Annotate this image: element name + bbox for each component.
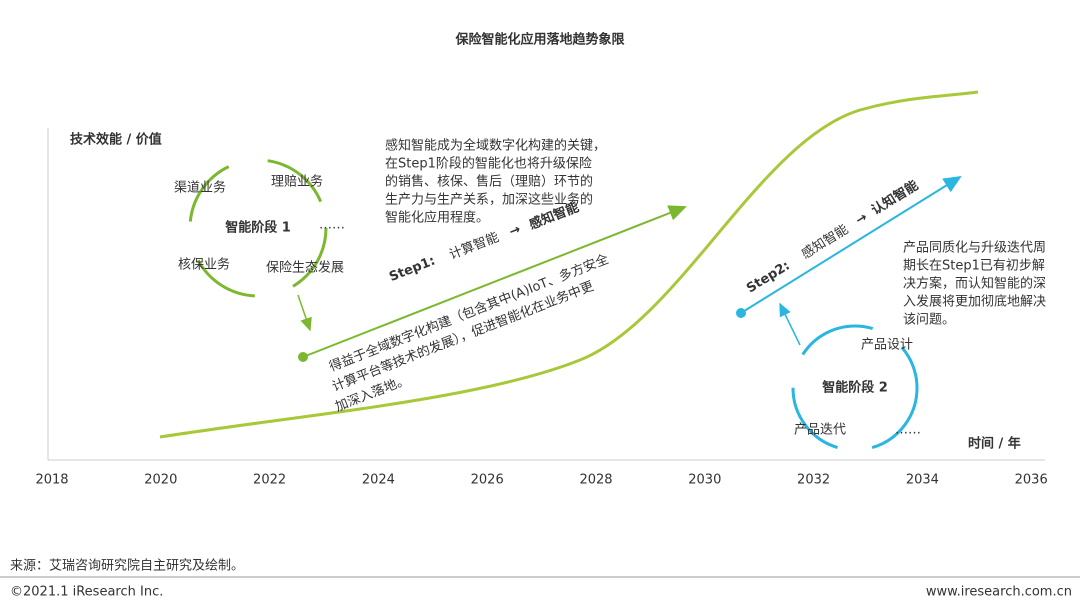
stage1-item: 保险生态发展 — [266, 260, 344, 276]
x-tick-label: 2030 — [688, 473, 721, 488]
x-tick-label: 2026 — [471, 473, 504, 488]
step1-arrow-text: → — [507, 222, 523, 240]
arrow — [779, 302, 801, 346]
step1-arrow — [302, 205, 687, 358]
right-note: 期长在Step1已有初步解 — [903, 259, 1045, 274]
arrow — [297, 294, 312, 332]
step2-arrow — [740, 175, 962, 314]
x-axis-label: 时间 / 年 — [968, 436, 1021, 452]
x-tick-label: 2020 — [144, 473, 177, 488]
y-axis-label: 技术效能 / 价值 — [70, 132, 162, 148]
step2-from: 感知智能 — [799, 221, 852, 262]
x-tick-label: 2034 — [906, 473, 939, 488]
copyright: ©2021.1 iResearch Inc. — [10, 585, 163, 600]
stage1-label: 智能阶段 1 — [225, 220, 291, 236]
step1-note: 计算平台等技术的发展），促进智能化在业务中更 — [330, 278, 596, 395]
top-note: 感知智能成为全域数字化构建的关键， — [385, 138, 606, 154]
x-tick-label: 2028 — [579, 473, 612, 488]
step1-prefix: Step1: — [387, 254, 437, 285]
top-note: 生产力与生产关系，加深这些业务的 — [385, 192, 593, 208]
right-note: 决方案，而认知智能的深 — [903, 276, 1046, 292]
top-note: 的销售、核保、售后（理赔）环节的 — [385, 174, 593, 190]
top-note: 智能化应用程度。 — [385, 210, 489, 226]
right-note: 该问题。 — [903, 313, 955, 328]
source: 来源：艾瑞咨询研究院自主研究及绘制。 — [10, 559, 244, 574]
stage1-item: …… — [319, 218, 345, 233]
stage2-item: 产品设计 — [861, 338, 913, 353]
x-tick-label: 2022 — [253, 473, 286, 488]
stage2-ring — [791, 324, 919, 452]
x-tick-label: 2036 — [1015, 473, 1048, 488]
stage2-item: 产品迭代 — [794, 423, 846, 438]
step2-to: 认知智能 — [869, 177, 922, 218]
trend-curve — [159, 90, 979, 439]
step2-prefix: Step2: — [744, 258, 793, 296]
stage1-item: 理赔业务 — [271, 174, 323, 190]
step1-from: 计算智能 — [447, 230, 501, 263]
stage2-item: …… — [895, 423, 921, 438]
top-note: 在Step1阶段的智能化也将升级保险 — [385, 156, 592, 172]
stage2-label: 智能阶段 2 — [822, 380, 888, 396]
title: 保险智能化应用落地趋势象限 — [454, 32, 625, 48]
x-tick-label: 2024 — [362, 473, 395, 488]
x-tick-label: 2018 — [35, 473, 68, 488]
stage1-item: 渠道业务 — [174, 180, 226, 196]
step2-arrow-text: → — [853, 210, 870, 229]
step1-note: 得益于全域数字化构建（包含其中(A)IoT、多方安全 — [327, 251, 611, 375]
right-note: 入发展将更加彻底地解决 — [903, 294, 1046, 310]
x-tick-label: 2032 — [797, 473, 830, 488]
stage1-ring — [188, 158, 328, 298]
right-note: 产品同质化与升级迭代周 — [903, 241, 1046, 256]
site: www.iresearch.com.cn — [926, 585, 1072, 600]
stage1-item: 核保业务 — [178, 257, 230, 273]
